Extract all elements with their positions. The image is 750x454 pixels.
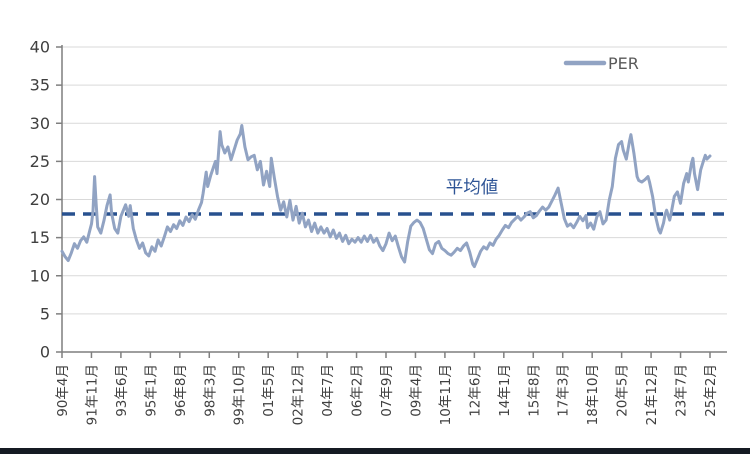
x-tick-label: 98年3月	[202, 364, 218, 417]
y-tick-label: 0	[40, 343, 50, 362]
y-tick-label: 5	[40, 304, 50, 323]
bottom-edge-strip	[0, 448, 750, 454]
x-tick-label: 09年4月	[408, 364, 424, 417]
x-tick-label: 06年2月	[350, 364, 366, 417]
y-tick-label: 15	[30, 228, 50, 247]
legend-label: PER	[608, 54, 639, 73]
x-tick-label: 99年10月	[232, 364, 248, 425]
per-series-line	[60, 124, 712, 269]
x-tick-label: 01年5月	[261, 364, 277, 417]
y-tick-label: 35	[30, 76, 50, 95]
x-tick-label: 90年4月	[55, 364, 71, 417]
x-tick-label: 93年6月	[114, 364, 130, 417]
x-tick-label: 15年8月	[526, 364, 542, 417]
x-tick-label: 12年6月	[467, 364, 483, 417]
y-tick-label: 10	[30, 266, 50, 285]
x-tick-label: 10年11月	[438, 364, 454, 425]
x-tick-label: 20年5月	[615, 364, 631, 417]
average-line-label: 平均値	[446, 178, 499, 198]
x-tick-label: 23年7月	[674, 364, 690, 417]
x-tick-label: 18年10月	[585, 364, 601, 425]
x-tick-label: 02年12月	[291, 364, 307, 425]
x-tick-label: 04年7月	[320, 364, 336, 417]
x-tick-label: 17年3月	[556, 364, 572, 417]
x-tick-label: 25年2月	[703, 364, 719, 417]
x-tick-label: 14年1月	[497, 364, 513, 417]
y-tick-label: 25	[30, 152, 50, 171]
x-tick-label: 95年1月	[143, 364, 159, 417]
x-tick-label: 21年12月	[644, 364, 660, 425]
x-tick-label: 96年8月	[173, 364, 189, 417]
y-tick-label: 30	[30, 114, 50, 133]
y-tick-label: 20	[30, 190, 50, 209]
x-tick-label: 91年11月	[84, 364, 100, 425]
y-tick-label: 40	[30, 38, 50, 57]
x-tick-label: 07年9月	[379, 364, 395, 417]
